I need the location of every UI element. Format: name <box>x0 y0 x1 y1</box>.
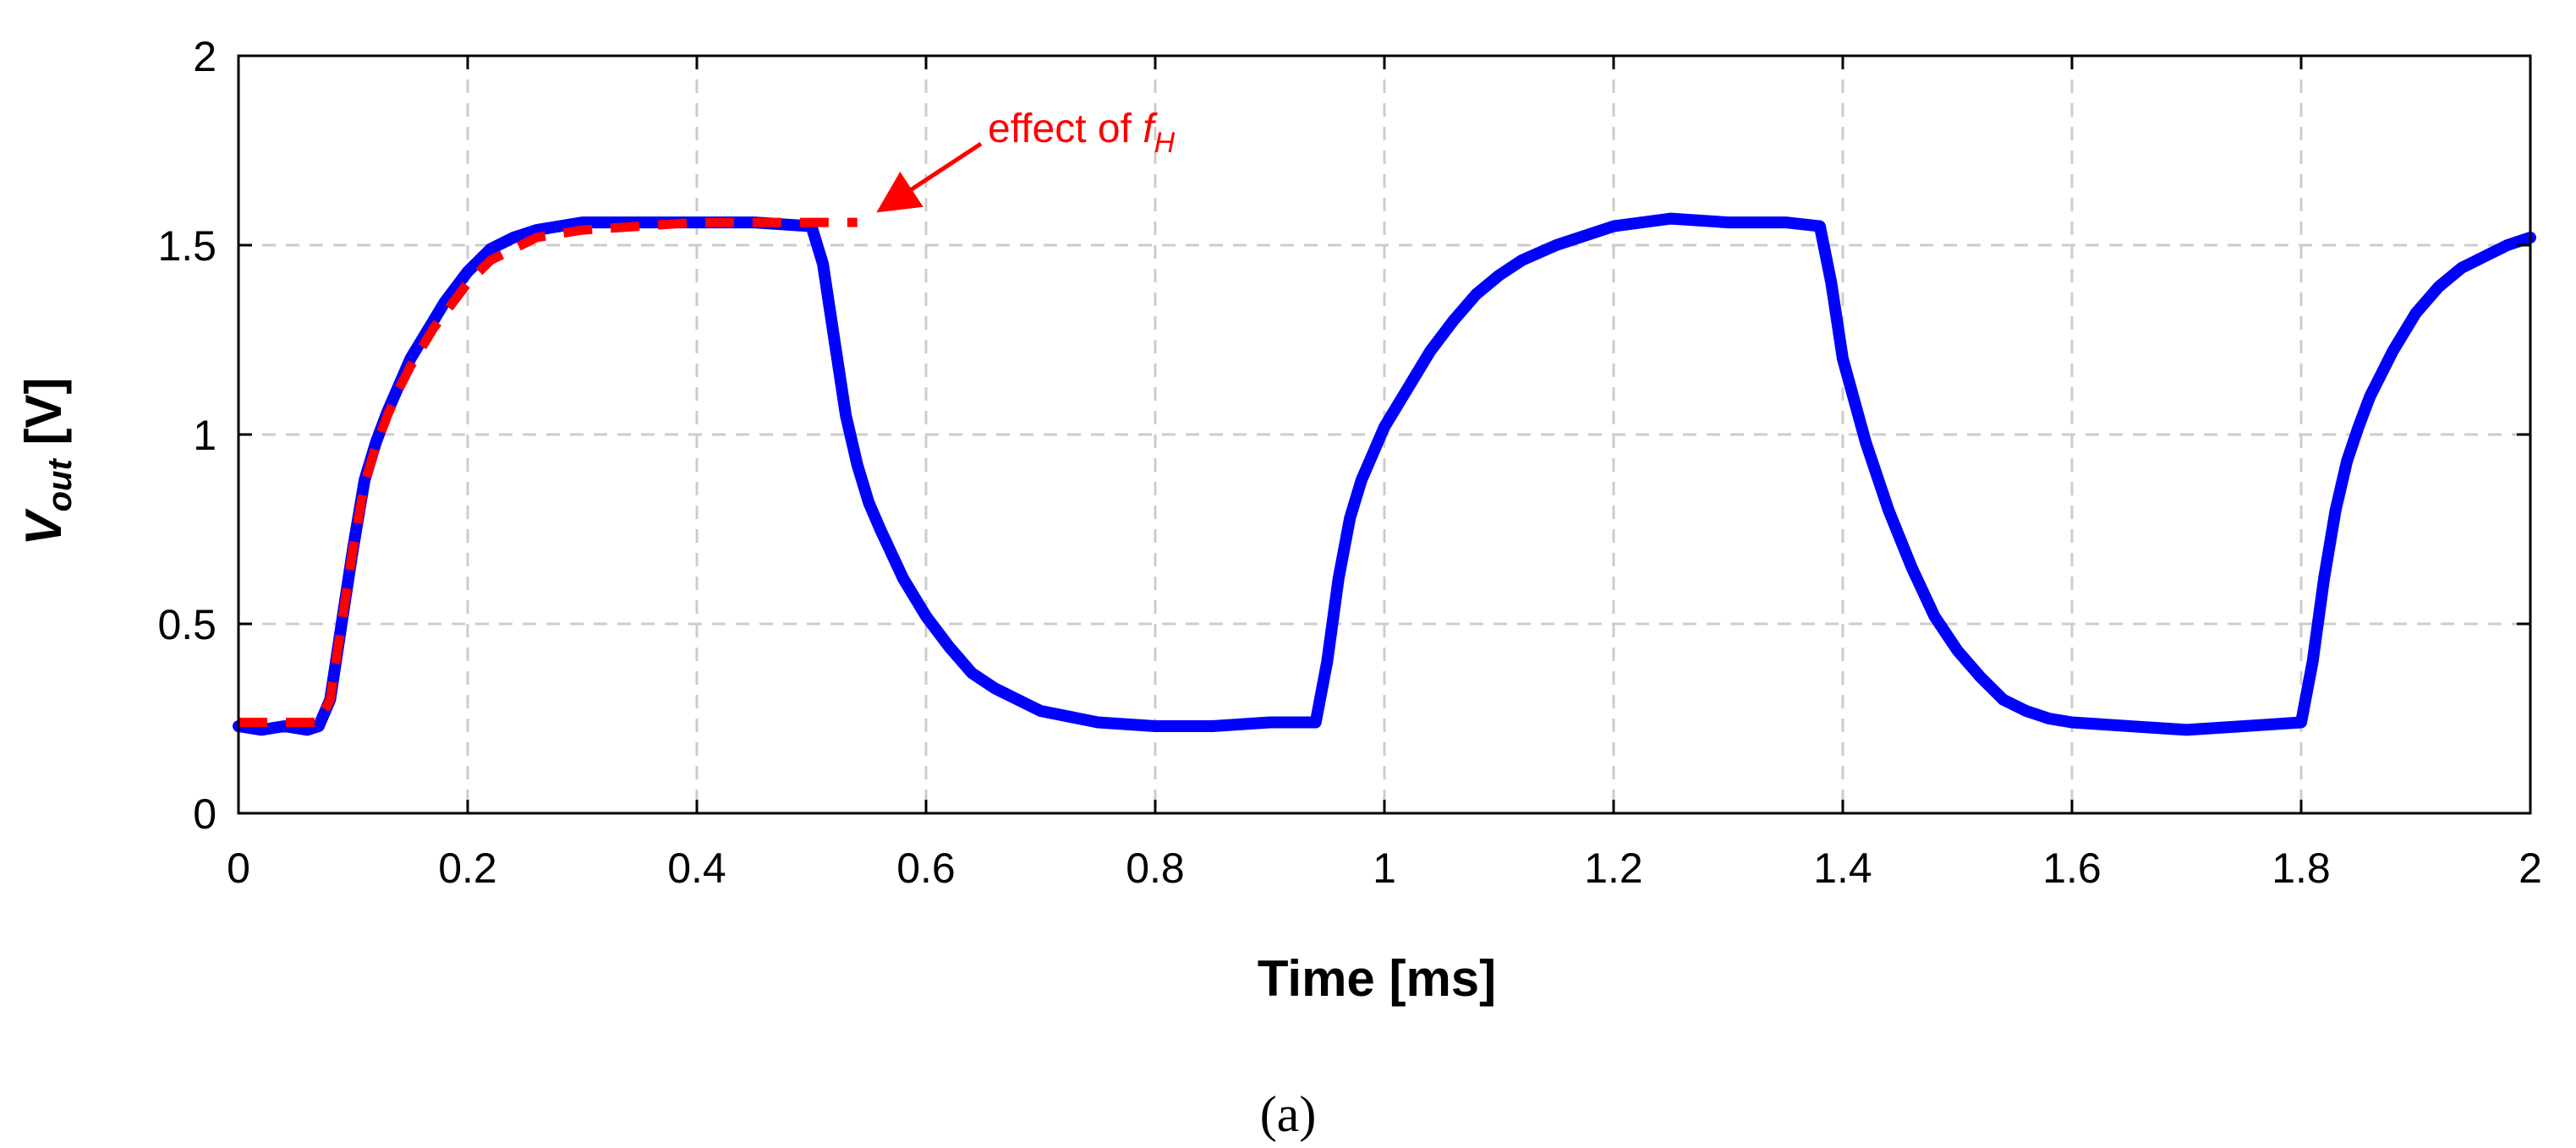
ticks: 0 0.2 0.4 0.6 0.8 1 1.2 1.4 1.6 1.8 2 0 0.5 1 1.5 2 <box>157 33 2541 892</box>
figure-caption: (a) <box>1260 1086 1317 1142</box>
x-tick-label: 0.8 <box>1126 845 1185 892</box>
x-tick-label: 2 <box>2518 845 2542 892</box>
x-tick-label: 1.8 <box>2272 845 2331 892</box>
x-tick-label: 0 <box>227 845 250 892</box>
annotation-subscript: H <box>1154 127 1176 159</box>
y-tick-label: 2 <box>193 33 216 80</box>
y-tick-label: 1 <box>193 412 216 459</box>
x-tick-label: 1.6 <box>2042 845 2102 892</box>
series-layer <box>233 212 2536 736</box>
y-axis-title: Vout [V] <box>15 378 79 546</box>
x-tick-label: 1 <box>1373 845 1396 892</box>
annotation-text: effect of fH <box>988 107 1176 159</box>
series-line-model <box>238 217 858 727</box>
y-tick-label: 0 <box>193 790 216 838</box>
x-tick-label: 0.6 <box>896 845 956 892</box>
x-tick-label: 0.4 <box>667 845 726 892</box>
x-tick-label: 0.2 <box>438 845 497 892</box>
y-axis-title-unit: [V] <box>15 378 72 460</box>
annotation-label: effect of <box>988 107 1143 151</box>
y-axis-title-subscript: out <box>41 458 79 512</box>
x-tick-label: 1.2 <box>1584 845 1643 892</box>
annotation: effect of fH <box>876 107 1176 213</box>
y-tick-label: 1.5 <box>157 222 216 270</box>
annotation-arrow <box>876 141 983 213</box>
series-line-measured <box>233 212 2536 736</box>
x-tick-label: 1.4 <box>1813 845 1872 892</box>
y-axis-title-main: V <box>15 507 72 545</box>
x-axis-title: Time [ms] <box>1258 950 1496 1007</box>
y-tick-label: 0.5 <box>157 601 216 648</box>
